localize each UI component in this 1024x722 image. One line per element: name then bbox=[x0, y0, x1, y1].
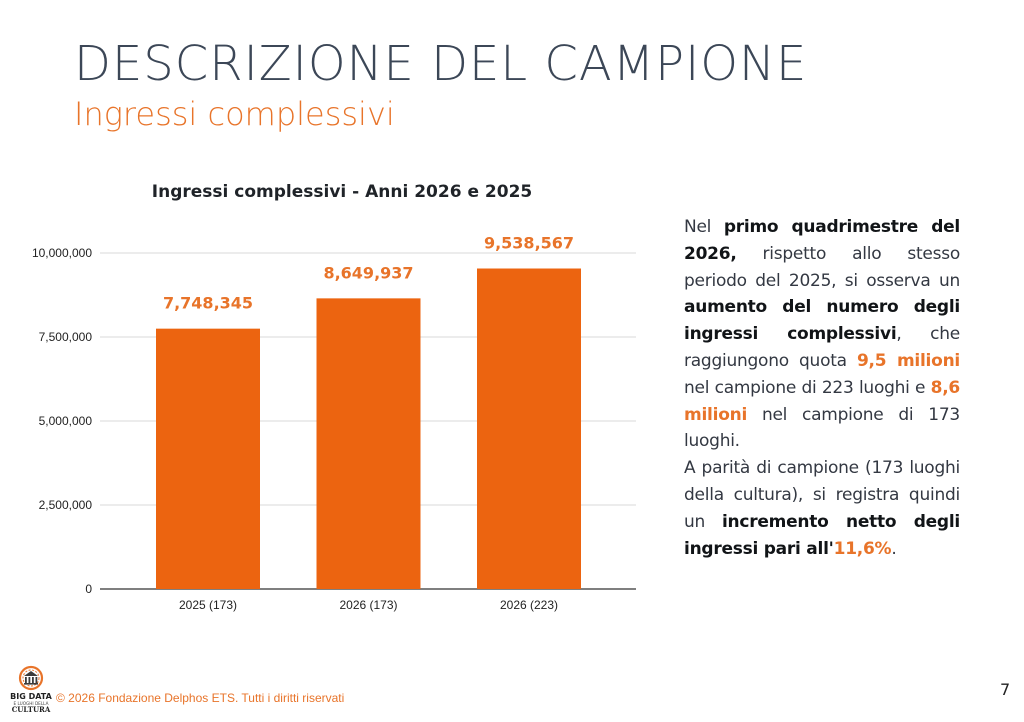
bar bbox=[477, 268, 581, 589]
chart-title: Ingressi complessivi - Anni 2026 e 2025 bbox=[152, 182, 532, 202]
temple-icon: BIG DATA E LUOGHI DELLA CULTURA bbox=[10, 665, 53, 714]
y-tick-label: 0 bbox=[85, 582, 92, 596]
commentary-text: Nel primo quadrimestre del 2026, rispett… bbox=[684, 214, 960, 562]
data-label: 7,748,345 bbox=[163, 294, 253, 313]
bars bbox=[156, 268, 581, 589]
data-label: 8,649,937 bbox=[323, 263, 413, 282]
page-number: 7 bbox=[1000, 680, 1011, 699]
commentary-paragraph-1: Nel primo quadrimestre del 2026, rispett… bbox=[684, 217, 961, 452]
y-tick-label: 2,500,000 bbox=[39, 498, 93, 512]
x-axis-ticks: 2025 (173) 2026 (173) 2026 (223) bbox=[179, 598, 558, 612]
logo-text-bottom: CULTURA bbox=[12, 705, 51, 714]
commentary-paragraph-2: A parità di campione (173 luoghi della c… bbox=[684, 458, 960, 559]
y-tick-label: 7,500,000 bbox=[39, 330, 93, 344]
bar-chart-svg: Ingressi complessivi - Anni 2026 e 2025 … bbox=[32, 182, 636, 612]
data-label: 9,538,567 bbox=[484, 234, 574, 253]
footer-copyright: © 2026 Fondazione Delphos ETS. Tutti i d… bbox=[56, 691, 345, 705]
slide-title: DESCRIZIONE DEL CAMPIONE bbox=[74, 36, 808, 92]
big-data-logo: BIG DATA E LUOGHI DELLA CULTURA bbox=[10, 664, 53, 714]
y-axis-ticks: 0 2,500,000 5,000,000 7,500,000 10,000,000 bbox=[32, 246, 92, 596]
y-tick-label: 5,000,000 bbox=[39, 414, 93, 428]
logo-text-mid: E LUOGHI DELLA bbox=[14, 701, 49, 706]
bar bbox=[156, 328, 260, 589]
bar-chart: Ingressi complessivi - Anni 2026 e 2025 … bbox=[0, 170, 660, 620]
slide-subtitle: Ingressi complessivi bbox=[74, 95, 395, 133]
x-tick-label: 2026 (173) bbox=[339, 598, 397, 612]
logo-text-top: BIG DATA bbox=[10, 692, 52, 701]
x-tick-label: 2025 (173) bbox=[179, 598, 237, 612]
x-tick-label: 2026 (223) bbox=[500, 598, 558, 612]
bar bbox=[316, 298, 421, 589]
y-tick-label: 10,000,000 bbox=[32, 246, 92, 260]
data-labels: 7,748,345 8,649,937 9,538,567 bbox=[163, 234, 574, 313]
